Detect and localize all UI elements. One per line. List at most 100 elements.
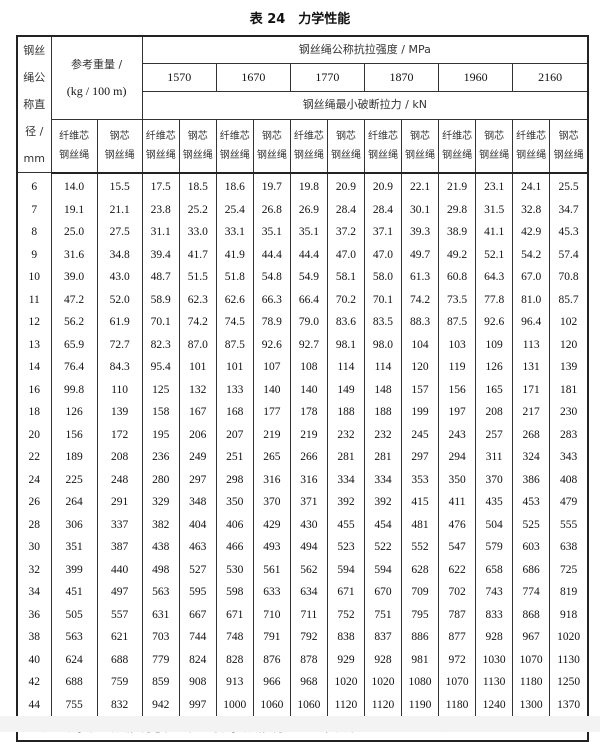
diameter-label-line: mm [23,152,45,165]
breaking-force-cell: 149 [326,379,365,402]
table-row: 42 688 759 859 908 913 966 968 1020 1020 1080 1070 1… [16,671,589,694]
breaking-force-cell: 131 [512,356,551,379]
table-title: 表 24 力学性能 [249,12,351,27]
table-row: 26 264 291 329 348 350 370 371 392 392 415 411 435 45… [16,491,589,514]
breaking-force-cell: 348 [178,491,217,514]
breaking-force-cell: 33.1 [215,221,254,244]
weight-steel-core-header: 钢芯 钢丝绳 [96,118,143,174]
weight-cell: 99.8 [50,379,98,402]
force-fiber-core-header-label: 钢丝绳 [219,149,250,161]
weight-cell: 156 [50,424,98,447]
breaking-force-cell: 49.2 [438,244,477,267]
table-header: 钢丝 绳公 称直 径 / mm 参考重量 / (kg / 100 m) 钢丝绳公… [16,35,589,174]
breaking-force-cell: 1070 [512,649,551,672]
force-fiber-core-header-label: 纤维芯 [293,130,324,142]
breaking-force-cell: 455 [326,514,365,537]
breaking-force-cell: 294 [438,446,477,469]
breaking-force-cell: 408 [549,469,589,492]
breaking-force-cell: 66.4 [289,289,328,312]
breaking-force-cell: 249 [178,446,217,469]
diameter-cell: 12 [16,311,52,334]
breaking-force-cell: 415 [401,491,440,514]
breaking-force-cell: 928 [363,649,403,672]
breaking-force-cell: 20.9 [326,172,365,199]
strength-1670: 1670 [215,63,291,92]
weight-cell: 399 [50,559,98,582]
force-steel-core-header: 钢芯 钢丝绳 [252,118,291,174]
breaking-force-cell: 779 [141,649,180,672]
weight-cell: 351 [50,536,98,559]
breaking-force-cell: 1000 [215,694,254,717]
breaking-force-cell: 52.1 [475,244,514,267]
breaking-force-cell: 386 [512,469,551,492]
force-fiber-core-header: 纤维芯 钢丝绳 [438,118,477,174]
breaking-force-cell: 23.8 [141,199,180,222]
weight-cell: 688 [96,649,143,672]
breaking-force-cell: 35.1 [289,221,328,244]
breaking-force-cell: 74.2 [178,311,217,334]
breaking-force-cell: 838 [326,626,365,649]
breaking-force-cell: 438 [141,536,180,559]
force-steel-core-header-label: 钢芯 [484,130,505,142]
breaking-force-cell: 171 [512,379,551,402]
breaking-force-cell: 968 [289,671,328,694]
breaking-force-cell: 70.8 [549,266,589,289]
breaking-force-cell: 168 [215,401,254,424]
force-steel-core-header-label: 钢芯 [410,130,431,142]
breaking-force-cell: 73.5 [438,289,477,312]
breaking-force-cell: 45.3 [549,221,589,244]
breaking-force-cell: 88.3 [401,311,440,334]
breaking-force-cell: 101 [178,356,217,379]
diameter-cell: 7 [16,199,52,222]
breaking-force-cell: 579 [475,536,514,559]
table-row: 20 156 172 195 206 207 219 219 232 232 245 243 257 26… [16,424,589,447]
breaking-force-cell: 98.1 [326,334,365,357]
breaking-force-cell: 62.3 [178,289,217,312]
breaking-force-cell: 371 [289,491,328,514]
diameter-cell: 11 [16,289,52,312]
force-fiber-core-header-label: 纤维芯 [367,130,398,142]
diameter-label-line: 钢丝 [23,44,46,57]
table-body: 6 14.0 15.5 17.5 18.5 18.6 19.7 19.8 20.9 20.9 22.… [16,172,589,717]
breaking-force-cell: 709 [401,581,440,604]
breaking-force-cell: 217 [512,401,551,424]
breaking-force-cell: 942 [141,694,180,717]
diameter-label-line: 径 / [25,125,44,138]
breaking-force-cell: 1240 [475,694,514,717]
breaking-force-cell: 555 [549,514,589,537]
diameter-cell: 18 [16,401,52,424]
force-steel-core-header-label: 钢芯 [187,130,208,142]
breaking-force-cell: 1180 [512,671,551,694]
force-steel-core-header-label: 钢丝绳 [182,149,213,161]
table-row: 30 351 387 438 463 466 493 494 523 522 552 547 579 60… [16,536,589,559]
strength-1870: 1870 [363,63,440,92]
breaking-force-cell: 81.0 [512,289,551,312]
breaking-force-cell: 108 [289,356,328,379]
table-row: 38 563 621 703 744 748 791 792 838 837 886 877 928 96… [16,626,589,649]
breaking-force-cell: 547 [438,536,477,559]
diameter-cell: 8 [16,221,52,244]
breaking-force-cell: 774 [512,581,551,604]
breaking-force-cell: 281 [326,446,365,469]
breaking-force-cell: 58.9 [141,289,180,312]
breaking-force-cell: 350 [215,491,254,514]
table-row: 16 99.8 110 125 132 133 140 140 149 148 157 156 165 1… [16,379,589,402]
table-row: 12 56.2 61.9 70.1 74.2 74.5 78.9 79.0 83.6 83.5 88… [16,311,589,334]
breaking-force-cell: 908 [178,671,217,694]
breaking-force-cell: 48.7 [141,266,180,289]
breaking-force-cell: 51.8 [215,266,254,289]
breaking-force-cell: 126 [475,356,514,379]
breaking-force-cell: 114 [326,356,365,379]
breaking-force-cell: 392 [326,491,365,514]
table-row: 7 19.1 21.1 23.8 25.2 25.4 26.8 26.9 28.4 28.4 30.… [16,199,589,222]
breaking-force-cell: 1130 [475,671,514,694]
weight-cell: 621 [96,626,143,649]
breaking-force-cell: 208 [475,401,514,424]
breaking-force-cell: 752 [326,604,365,627]
strength-header: 钢丝绳公称抗拉强度 / MPa [141,35,589,65]
breaking-force-cell: 37.1 [363,221,403,244]
breaking-force-cell: 562 [289,559,328,582]
breaking-force-cell: 107 [252,356,291,379]
breaking-force-cell: 833 [475,604,514,627]
breaking-force-cell: 167 [178,401,217,424]
